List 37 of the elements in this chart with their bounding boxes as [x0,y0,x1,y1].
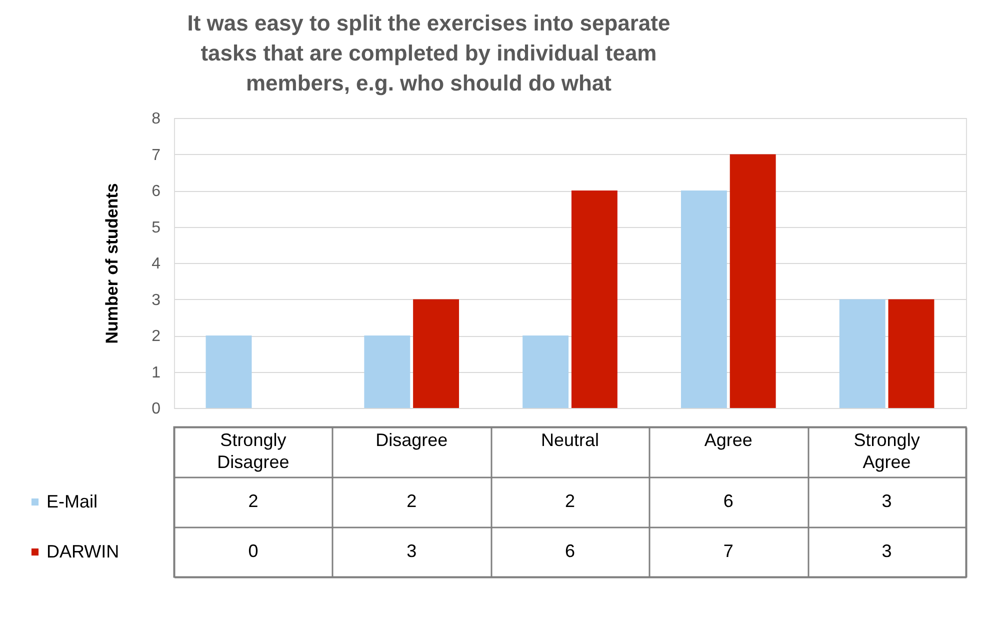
bar [680,190,727,408]
bar [571,190,618,408]
y-tick-label: 3 [152,292,161,309]
legend-label: E-Mail [46,492,98,512]
data-label: 0 [248,541,258,561]
bar [364,336,410,408]
bar [522,336,569,408]
y-tick-label: 6 [152,183,161,200]
bar [839,299,886,408]
x-tick-label: Strongly Disagree [217,430,290,472]
data-label: 3 [406,541,417,561]
y-tick-label: 1 [152,364,161,382]
y-tick-label: 8 [152,110,161,128]
data-label: 2 [564,491,576,511]
y-tick-label: 5 [152,219,161,236]
data-label: 6 [723,491,734,511]
y-axis-title: Number of students [102,183,122,344]
x-tick-label: Agree [704,430,752,450]
bar [730,154,776,408]
legend-label: DARWIN [46,542,120,562]
bar [206,336,252,408]
chart-title: It was easy to split the exercises into separate tasks that are completed by individual team members, e.g. who should do what [187,10,670,96]
data-label: 3 [882,541,892,561]
bar [413,299,460,408]
y-tick-label: 7 [152,146,161,164]
data-label: 3 [882,491,892,511]
y-tick-label: 0 [152,400,161,418]
x-tick-label: Disagree [376,430,448,450]
x-tick-label: Neutral [540,430,600,450]
x-tick-label: Strongly Agree [854,430,920,472]
data-label: 6 [564,541,576,561]
bar [888,299,934,408]
data-label: 7 [723,541,734,561]
data-label: 2 [248,491,258,511]
y-tick-label: 4 [152,256,161,272]
data-label: 2 [406,491,417,511]
y-tick-label: 2 [152,328,161,345]
